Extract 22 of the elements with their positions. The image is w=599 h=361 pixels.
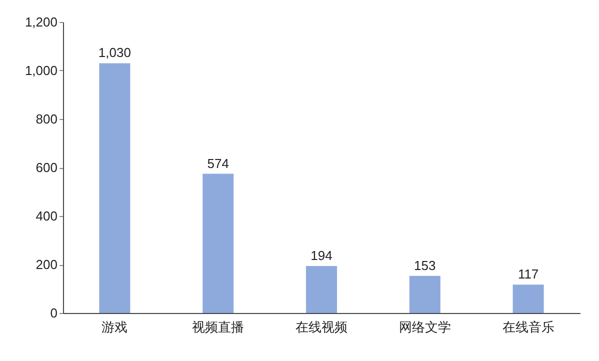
data-label: 194 [310,248,332,263]
x-tick-label: 游戏 [102,320,128,334]
x-tick-label: 网络文学 [398,320,451,334]
bar [512,284,544,313]
x-tick-label: 在线视频 [296,320,348,334]
data-label: 574 [207,156,229,171]
x-tick-label: 在线音乐 [502,320,554,334]
bar [202,174,234,313]
data-label: 153 [414,258,436,273]
y-tick-label: 1,000 [24,63,58,78]
y-tick-label: 800 [36,112,58,126]
bar [306,266,338,313]
y-tick-label: 200 [36,257,58,272]
y-tick-label: 0 [50,306,58,320]
data-label: 117 [518,266,539,282]
y-tick-label: 400 [36,208,58,224]
y-tick-label: 600 [36,160,58,175]
x-tick-label: 视频直播 [192,320,244,334]
bar [409,276,440,313]
bar [99,63,130,313]
data-label: 1,030 [98,45,131,60]
y-tick-label: 1,200 [24,14,58,30]
